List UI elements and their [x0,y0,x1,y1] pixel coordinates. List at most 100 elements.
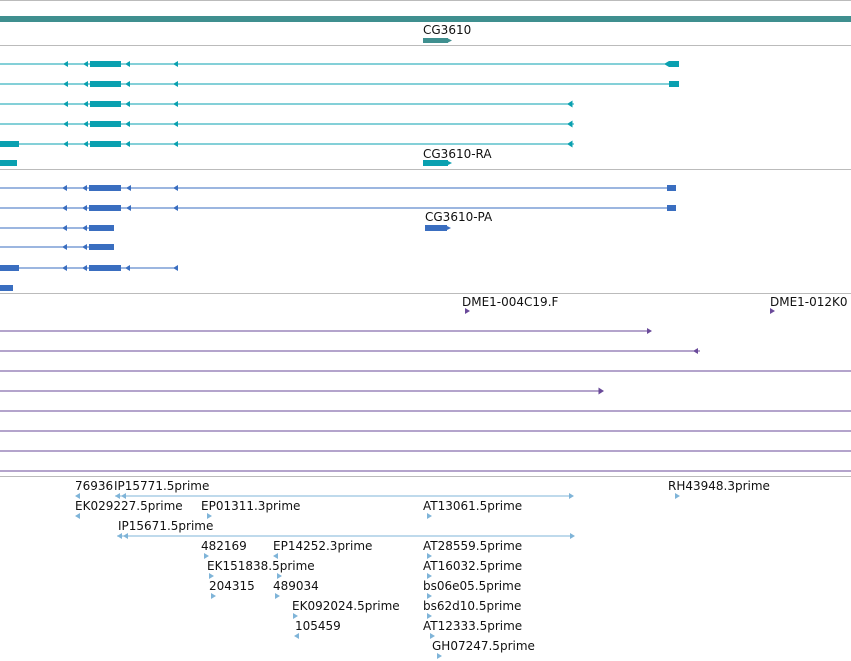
est-label[interactable]: AT16032.5prime [423,559,523,573]
strand-arrow-left [83,101,88,107]
transcript-exon[interactable] [90,81,121,87]
strand-arrow-left [173,61,178,67]
strand-arrow-left [664,61,669,67]
transcript-exon[interactable] [90,61,121,67]
est-label[interactable]: bs62d10.5prime [423,599,522,613]
strand-arrow-left [62,244,67,250]
strand-arrow-right [427,593,432,599]
strand-arrow-left [62,185,67,191]
strand-arrow-left [126,185,131,191]
est-label[interactable]: EP14252.3prime [273,539,373,553]
strand-arrow-left [63,121,68,127]
protein-exon[interactable] [0,265,19,271]
strand-arrow-left [75,513,80,519]
strand-arrow-left [123,533,128,539]
strand-arrow-left [125,265,130,271]
strand-arrow-left [173,185,178,191]
clone-label-1[interactable]: DME1-004C19.F [462,295,559,309]
strand-arrow-right [204,553,209,559]
strand-arrow-left [83,121,88,127]
transcript-exon[interactable] [90,121,121,127]
strand-arrow-left [82,185,87,191]
est-label[interactable]: EK151838.5prime [207,559,315,573]
strand-arrow-right [427,513,432,519]
strand-arrow-right [209,573,214,579]
strand-arrow-right [211,593,216,599]
protein-exon[interactable] [89,225,114,231]
protein-exon[interactable] [667,205,676,211]
strand-arrow-right [647,328,652,334]
protein-feature[interactable] [425,225,447,231]
est-label[interactable]: IP15771.5prime [114,479,210,493]
est-label[interactable]: bs06e05.5prime [423,579,522,593]
est-label[interactable]: EK029227.5prime [75,499,183,513]
gene-feature[interactable] [423,38,448,43]
protein-exon[interactable] [89,185,121,191]
strand-arrow-right [427,613,432,619]
strand-arrow-right [448,38,452,43]
strand-arrow-right [427,573,432,579]
transcript-exon[interactable] [90,141,121,147]
est-label[interactable]: AT28559.5prime [423,539,523,553]
strand-arrow-left [173,121,178,127]
est-label[interactable]: AT13061.5prime [423,499,523,513]
est-label[interactable]: EK092024.5prime [292,599,400,613]
strand-arrow-left [121,493,126,499]
strand-arrow-left [62,205,67,211]
strand-arrow-left [125,141,130,147]
strand-arrow-left [567,140,573,148]
strand-arrow-left [693,348,698,354]
clone-label-2[interactable]: DME1-012K0 [770,295,848,309]
protein-exon[interactable] [89,265,121,271]
strand-arrow-right [437,653,442,659]
strand-arrow-left [126,205,131,211]
est-label[interactable]: 76936 [75,479,114,493]
strand-arrow-left [83,81,88,87]
est-label[interactable]: 482169 [201,539,247,553]
est-label[interactable]: 105459 [295,619,341,633]
strand-arrow-left [63,81,68,87]
strand-arrow-right [570,533,575,539]
strand-arrow-left [125,61,130,67]
strand-arrow-right [277,573,282,579]
strand-arrow-left [63,141,68,147]
strand-arrow-left [82,225,87,231]
transcript-exon[interactable] [0,160,17,166]
est-label[interactable]: RH43948.3prime [668,479,770,493]
strand-arrow-right [430,633,435,639]
strand-arrow-left [83,141,88,147]
est-label[interactable]: EP01311.3prime [201,499,301,513]
est-label[interactable]: 204315 [209,579,255,593]
est-label[interactable]: AT12333.5prime [423,619,523,633]
strand-arrow-left [62,265,67,271]
strand-arrow-left [125,81,130,87]
mrna-feature[interactable] [423,160,448,166]
est-label[interactable]: 489034 [273,579,319,593]
protein-exon[interactable] [89,244,114,250]
gene-span-bar[interactable] [0,16,851,22]
est-label[interactable]: GH07247.5prime [432,639,535,653]
strand-arrow-left [82,205,87,211]
strand-arrow-right [447,226,451,230]
gene-label[interactable]: CG3610 [423,23,472,37]
protein-exon[interactable] [667,185,676,191]
transcript-exon[interactable] [669,81,679,87]
strand-arrow-left [567,120,573,128]
mrna-label[interactable]: CG3610-RA [423,147,492,161]
strand-arrow-right [293,613,298,619]
protein-label[interactable]: CG3610-PA [425,210,493,224]
strand-arrow-left [75,493,80,499]
transcript-exon[interactable] [0,141,19,147]
strand-arrow-left [82,265,87,271]
strand-arrow-left [115,493,120,499]
strand-arrow-left [125,101,130,107]
est-label[interactable]: IP15671.5prime [118,519,214,533]
transcript-exon[interactable] [90,101,121,107]
strand-arrow-right [598,387,604,395]
transcript-exon[interactable] [669,61,679,67]
strand-arrow-left [173,205,178,211]
protein-exon[interactable] [89,205,121,211]
protein-exon[interactable] [0,285,13,291]
strand-arrow-left [83,61,88,67]
